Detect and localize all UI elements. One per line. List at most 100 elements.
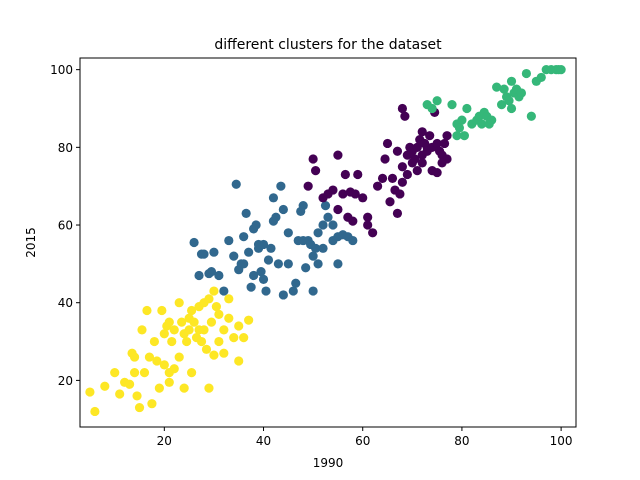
scatter-point: [196, 336, 207, 347]
scatter-point: [311, 166, 321, 176]
scatter-point: [278, 204, 288, 215]
scatter-point: [129, 352, 140, 362]
scatter-point: [417, 127, 427, 137]
scatter-point: [184, 313, 194, 323]
scatter-point: [164, 377, 174, 387]
scatter-point: [229, 333, 239, 343]
scatter-point: [348, 235, 358, 246]
scatter-point: [425, 131, 435, 141]
scatter-point: [152, 356, 162, 366]
scatter-point: [100, 381, 110, 391]
scatter-point: [229, 251, 239, 261]
scatter-point: [249, 270, 259, 281]
scatter-point: [139, 368, 150, 378]
scatter-point: [239, 259, 249, 269]
x-tick-label: 60: [355, 434, 370, 448]
scatter-point: [328, 185, 338, 195]
scatter-point: [333, 204, 343, 215]
scatter-point: [204, 383, 214, 393]
scatter-point: [323, 212, 333, 222]
scatter-point: [368, 228, 378, 238]
scatter-point: [199, 249, 209, 259]
scatter-point: [308, 286, 318, 296]
scatter-point: [219, 348, 229, 358]
scatter-point: [209, 350, 219, 360]
scatter-point: [189, 237, 199, 248]
scatter-point: [313, 228, 323, 238]
x-axis: 20 40 60 80 100: [157, 427, 573, 448]
scatter-point: [246, 282, 256, 292]
scatter-point: [206, 267, 217, 277]
scatter-point: [338, 189, 348, 199]
scatter-point: [432, 167, 442, 178]
scatter-point: [174, 352, 184, 362]
scatter-point: [204, 294, 214, 304]
scatter-point: [224, 235, 234, 246]
scatter-point: [353, 169, 363, 180]
scatter-point: [154, 383, 164, 393]
scatter-point: [263, 255, 274, 265]
scatter-point: [397, 103, 407, 114]
scatter-point: [395, 189, 405, 199]
scatter-point: [276, 181, 286, 191]
scatter-point: [504, 96, 514, 106]
scatter-point: [169, 364, 179, 374]
scatter-point: [251, 220, 261, 230]
scatter-point: [487, 115, 497, 125]
scatter-point: [283, 259, 293, 269]
scatter-point: [452, 131, 462, 141]
y-tick-label: 20: [58, 374, 73, 388]
scatter-point: [363, 220, 373, 230]
scatter-point: [110, 368, 120, 378]
scatter-point: [159, 329, 169, 339]
scatter-point: [412, 166, 422, 176]
points-layer: [85, 65, 566, 417]
scatter-point: [234, 356, 244, 366]
scatter-point: [318, 220, 328, 230]
scatter-point: [90, 406, 100, 417]
scatter-point: [137, 325, 147, 335]
scatter-point: [397, 162, 407, 172]
scatter-point: [363, 212, 373, 222]
scatter-point: [261, 286, 271, 296]
scatter-point: [432, 96, 442, 106]
scatter-point: [115, 389, 125, 399]
x-axis-label: 1990: [313, 456, 344, 470]
scatter-point: [308, 154, 318, 164]
scatter-point: [211, 301, 221, 312]
scatter-point: [209, 247, 219, 257]
scatter-point: [499, 84, 509, 94]
scatter-point: [459, 131, 469, 141]
scatter-point: [241, 208, 251, 218]
scatter-point: [536, 72, 546, 83]
x-tick-label: 40: [256, 434, 271, 448]
scatter-point: [320, 201, 331, 211]
scatter-point: [278, 290, 288, 300]
scatter-point: [526, 111, 536, 121]
scatter-point: [392, 146, 403, 156]
scatter-point: [400, 111, 410, 121]
scatter-point: [268, 216, 279, 226]
scatter-point: [157, 305, 167, 316]
scatter-point: [134, 402, 145, 413]
scatter-point: [224, 294, 234, 304]
scatter-point: [417, 158, 427, 168]
scatter-point: [85, 387, 95, 397]
y-axis-label: 2015: [24, 227, 38, 258]
scatter-point: [340, 169, 350, 180]
scatter-point: [268, 193, 279, 203]
scatter-point: [291, 278, 301, 288]
scatter-point: [273, 259, 283, 269]
scatter-point: [258, 274, 269, 284]
scatter-point: [447, 100, 457, 110]
scatter-point: [301, 263, 311, 273]
scatter-point: [214, 270, 224, 281]
scatter-point: [439, 138, 450, 149]
scatter-point: [194, 325, 204, 335]
scatter-point: [303, 181, 313, 191]
scatter-point: [179, 383, 189, 393]
scatter-point: [234, 321, 244, 331]
scatter-point: [377, 173, 388, 184]
scatter-point: [132, 391, 142, 401]
